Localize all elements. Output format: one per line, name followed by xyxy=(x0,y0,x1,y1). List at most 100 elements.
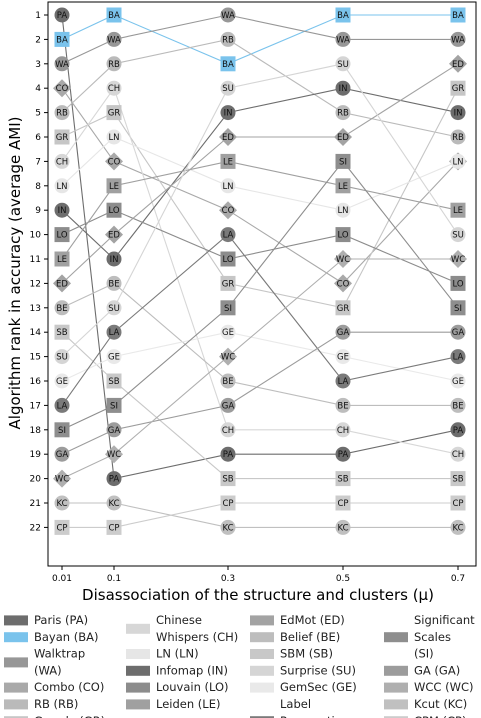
point-label-ge: GE xyxy=(222,328,234,338)
point-label-sb: SB xyxy=(452,475,463,485)
x-axis-ticks: 0.01 0.1 0.3 0.5 0.7 xyxy=(52,566,465,584)
point-label-ge: GE xyxy=(452,377,464,387)
point-label-le: LE xyxy=(453,206,463,216)
point-label-wa: WA xyxy=(336,35,350,45)
legend-label: SBM (SB) xyxy=(280,647,333,661)
point-label-si: SI xyxy=(58,426,66,436)
point-label-co: CO xyxy=(337,279,350,289)
point-label-be: BE xyxy=(56,304,67,314)
legend-item-la: LabelPropagation(LA) xyxy=(250,697,349,718)
y-tick-label: 3 xyxy=(35,60,41,70)
legend-item-wc: WCC (WC) xyxy=(384,680,473,694)
legend-label: Infomap (IN) xyxy=(156,663,228,677)
legend-item-cp: CPM (CP) xyxy=(384,714,466,718)
y-tick-label: 20 xyxy=(30,475,42,485)
x-tick-label: 0.7 xyxy=(451,574,465,584)
point-label-ed: ED xyxy=(222,133,234,143)
legend-label: RB (RB) xyxy=(34,697,78,711)
series-be: BEBEBEBE BE xyxy=(55,276,466,413)
point-label-pa: PA xyxy=(109,475,120,485)
legend-item-lo: Louvain (LO) xyxy=(126,680,229,694)
legend-item-co: Combo (CO) xyxy=(4,680,104,694)
legend-label: Kcut (KC) xyxy=(414,697,467,711)
point-label-ln: LN xyxy=(452,157,463,167)
legend-swatch xyxy=(250,683,274,693)
legend-swatch xyxy=(4,657,28,667)
legend-item-le: Leiden (LE) xyxy=(126,697,220,711)
point-label-la: LA xyxy=(223,231,234,241)
point-label-le: LE xyxy=(223,157,233,167)
point-label-ga: GA xyxy=(108,426,121,436)
y-tick-label: 12 xyxy=(30,279,41,289)
y-tick-label: 22 xyxy=(30,523,41,533)
point-label-in: IN xyxy=(110,255,119,265)
legend-swatch xyxy=(250,632,274,642)
legend-item-ga: GA (GA) xyxy=(384,663,460,677)
legend-item-wa: Walktrap (WA) xyxy=(4,647,85,678)
point-label-cp: CP xyxy=(452,499,463,509)
legend-item-rb: RB (RB) xyxy=(4,697,78,711)
point-label-kc: KC xyxy=(222,523,233,533)
legend-item-gr: Greedy (GR) xyxy=(4,714,105,718)
point-label-su: SU xyxy=(337,60,349,70)
y-tick-label: 21 xyxy=(30,499,41,509)
y-tick-label: 13 xyxy=(30,304,41,314)
point-label-wa: WA xyxy=(55,60,69,70)
point-label-lo: LO xyxy=(56,231,67,241)
point-label-rb: RB xyxy=(452,133,464,143)
point-label-be: BE xyxy=(222,377,233,387)
point-label-le: LE xyxy=(109,182,119,192)
point-label-ln: LN xyxy=(56,182,67,192)
legend-label: Combo (CO) xyxy=(34,680,104,694)
y-tick-label: 9 xyxy=(35,206,41,216)
legend-swatch xyxy=(4,632,28,642)
point-label-cp: CP xyxy=(56,523,67,533)
legend: Paris (PA) Bayan (BA) Walktrap (WA) Combo (C… xyxy=(4,613,475,718)
legend-item-be: Belief (BE) xyxy=(250,630,340,644)
legend-swatch xyxy=(250,615,274,625)
point-label-rb: RB xyxy=(56,109,68,119)
point-label-ge: GE xyxy=(337,353,349,363)
point-label-ed: ED xyxy=(108,231,120,241)
x-axis-title: Disassociation of the structure and clus… xyxy=(82,586,434,604)
y-tick-label: 18 xyxy=(30,426,42,436)
point-label-in: IN xyxy=(224,109,233,119)
legend-label: CPM (CP) xyxy=(414,714,466,718)
legend-item-sb: SBM (SB) xyxy=(250,647,333,661)
point-label-ba: BA xyxy=(337,11,349,21)
point-label-su: SU xyxy=(222,84,234,94)
legend-item-in: Infomap (IN) xyxy=(126,663,228,677)
series-line-ln xyxy=(62,137,458,210)
legend-label: Greedy (GR) xyxy=(34,714,105,718)
legend-swatch xyxy=(126,683,150,693)
point-label-ba: BA xyxy=(452,11,464,21)
point-label-co: CO xyxy=(56,84,69,94)
legend-item-pa: Paris (PA) xyxy=(4,613,88,627)
point-label-sb: SB xyxy=(222,475,233,485)
point-label-gr: GR xyxy=(108,109,121,119)
legend-label: Walktrap (WA) xyxy=(34,647,85,678)
point-label-su: SU xyxy=(108,304,120,314)
legend-label: Bayan (BA) xyxy=(34,630,98,644)
series-lines xyxy=(62,15,458,527)
legend-item-ge: GemSec (GE) xyxy=(250,680,357,694)
point-label-gr: GR xyxy=(56,133,69,143)
point-label-si: SI xyxy=(339,157,347,167)
y-tick-label: 14 xyxy=(30,328,42,338)
point-label-gr: GR xyxy=(452,84,465,94)
legend-label: EdMot (ED) xyxy=(280,613,345,627)
point-label-ch: CH xyxy=(452,450,464,460)
x-tick-label: 0.5 xyxy=(336,574,350,584)
point-label-la: LA xyxy=(338,377,349,387)
point-label-kc: KC xyxy=(452,523,463,533)
legend-swatch xyxy=(4,699,28,709)
series-pa: PAPAPA PAPA xyxy=(55,8,466,487)
point-label-wc: WC xyxy=(451,255,465,265)
y-tick-label: 15 xyxy=(30,353,41,363)
point-label-lo: LO xyxy=(452,279,463,289)
legend-label: WCC (WC) xyxy=(414,680,473,694)
point-label-rb: RB xyxy=(108,60,120,70)
point-label-wa: WA xyxy=(451,35,465,45)
y-axis-ticks: 12345678910111213141516171819202122 xyxy=(30,11,48,533)
point-label-lo: LO xyxy=(222,255,233,265)
